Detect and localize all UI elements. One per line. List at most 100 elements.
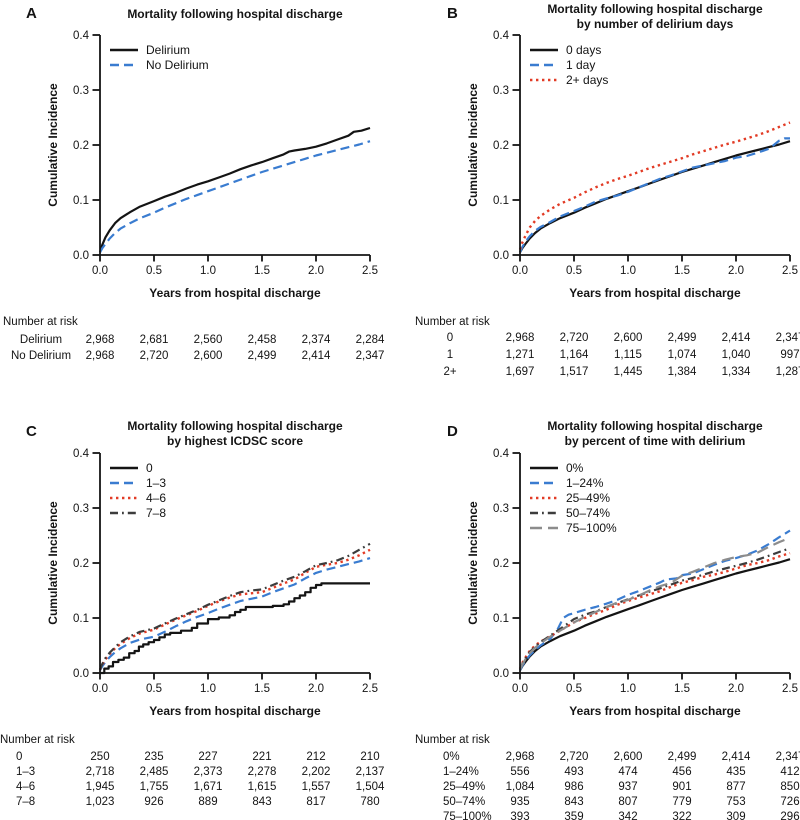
x-axis-title: Years from hospital discharge (149, 704, 321, 718)
risk-value-d-r1-c6: 2,347 (776, 751, 800, 763)
curve-d-25-49% (518, 551, 791, 670)
risk-row-label-d-4: 50–74% (443, 796, 485, 808)
legend-label-c-1: 0 (146, 461, 153, 475)
risk-value-a-r1-c2: 2,681 (140, 334, 169, 346)
risk-value-a-r1-c6: 2,284 (356, 334, 385, 346)
panel-d-title-line2: by percent of time with delirium (565, 434, 746, 448)
risk-table-header-b: Number at risk (415, 316, 490, 328)
risk-value-c-r1-c5: 212 (306, 751, 325, 763)
legend-label-c-2: 1–3 (146, 476, 166, 490)
risk-value-d-r4-c5: 753 (726, 796, 745, 808)
panel-a: A Mortality following hospital discharge 0… (3, 5, 385, 362)
risk-value-d-r3-c4: 901 (672, 781, 691, 793)
risk-value-c-r1-c6: 210 (360, 751, 379, 763)
y-tick-label: 0.0 (73, 250, 89, 262)
y-tick-label: 0.1 (73, 195, 89, 207)
y-tick-label: 0.4 (73, 448, 90, 460)
risk-row-label-c-4: 7–8 (16, 796, 35, 808)
legend-label-d-3: 25–49% (566, 491, 610, 505)
risk-value-c-r4-c6: 780 (360, 796, 379, 808)
y-tick-label: 0.0 (493, 668, 509, 680)
curve-c-1-3 (99, 557, 371, 671)
risk-value-b-r2-c2: 1,164 (560, 349, 589, 361)
panel-d-title-line1: Mortality following hospital discharge (547, 419, 763, 433)
risk-value-b-r3-c4: 1,384 (668, 366, 697, 378)
risk-value-a-r1-c5: 2,374 (302, 334, 331, 346)
risk-value-b-r2-c1: 1,271 (506, 349, 535, 361)
risk-value-d-r2-c6: 412 (780, 766, 799, 778)
risk-value-d-r1-c5: 2,414 (722, 751, 751, 763)
x-tick-label: 0.0 (92, 683, 108, 695)
panel-letter-d: D (447, 423, 458, 440)
x-tick-label: 2.0 (308, 265, 324, 277)
curve-b-0-days (519, 140, 791, 253)
risk-row-label-d-5: 75–100% (443, 811, 492, 820)
panel-letter-c: C (26, 423, 37, 440)
curve-d-75-100% (519, 536, 791, 670)
x-tick-label: 1.5 (254, 265, 270, 277)
risk-value-d-r4-c4: 779 (672, 796, 691, 808)
risk-value-b-r1-c2: 2,720 (560, 332, 589, 344)
risk-value-c-r2-c1: 2,718 (86, 766, 115, 778)
risk-value-c-r3-c2: 1,755 (140, 781, 169, 793)
panel-c-title-line1: Mortality following hospital discharge (127, 419, 343, 433)
risk-value-c-r4-c1: 1,023 (86, 796, 115, 808)
risk-value-d-r3-c3: 937 (618, 781, 637, 793)
x-tick-label: 2.5 (782, 265, 798, 277)
x-tick-label: 0.5 (566, 265, 582, 277)
risk-table-header-a: Number at risk (3, 316, 78, 328)
risk-row-label-b-1: 0 (447, 332, 453, 344)
risk-value-d-r5-c5: 309 (726, 811, 745, 820)
risk-value-d-r2-c4: 456 (672, 766, 691, 778)
legend-label-d-1: 0% (566, 461, 584, 475)
y-tick-label: 0.3 (493, 503, 509, 515)
risk-value-d-r1-c3: 2,600 (614, 751, 643, 763)
panel-d: D Mortality following hospital dischargeb… (415, 419, 800, 820)
risk-value-c-r3-c6: 1,504 (356, 781, 385, 793)
legend-label-d-4: 50–74% (566, 506, 610, 520)
risk-value-a-r2-c4: 2,499 (248, 350, 277, 362)
y-tick-label: 0.4 (493, 30, 510, 42)
panel-b: B Mortality following hospital dischargeb… (415, 2, 800, 378)
x-tick-label: 1.5 (674, 683, 690, 695)
risk-value-b-r2-c5: 1,040 (722, 349, 751, 361)
x-tick-label: 2.0 (308, 683, 324, 695)
y-tick-label: 0.1 (493, 613, 509, 625)
risk-value-d-r2-c2: 493 (564, 766, 583, 778)
y-tick-label: 0.2 (493, 558, 509, 570)
x-tick-label: 0.0 (92, 265, 108, 277)
risk-value-b-r3-c2: 1,517 (560, 366, 589, 378)
risk-value-c-r1-c1: 250 (90, 751, 109, 763)
x-tick-label: 0.5 (146, 265, 162, 277)
curve-a-delirium (98, 126, 371, 253)
x-tick-label: 2.5 (782, 683, 798, 695)
panel-a-title-line1: Mortality following hospital discharge (127, 7, 343, 21)
legend-label-c-4: 7–8 (146, 506, 166, 520)
risk-value-a-r1-c3: 2,560 (194, 334, 223, 346)
x-tick-label: 0.0 (512, 683, 528, 695)
risk-value-c-r2-c5: 2,202 (302, 766, 331, 778)
y-tick-label: 0.4 (493, 448, 510, 460)
risk-value-d-r4-c1: 935 (510, 796, 529, 808)
risk-row-label-b-2: 1 (447, 349, 453, 361)
risk-value-d-r5-c4: 322 (672, 811, 691, 820)
risk-table-header-d: Number at risk (415, 734, 490, 746)
risk-value-c-r4-c3: 889 (198, 796, 217, 808)
y-tick-label: 0.0 (73, 668, 89, 680)
risk-table-header-c: Number at risk (0, 734, 75, 746)
risk-value-b-r3-c1: 1,697 (506, 366, 535, 378)
y-tick-label: 0.2 (73, 140, 89, 152)
risk-value-d-r1-c1: 2,968 (506, 751, 535, 763)
risk-value-a-r2-c1: 2,968 (86, 350, 115, 362)
risk-value-c-r3-c5: 1,557 (302, 781, 331, 793)
risk-value-b-r1-c4: 2,499 (668, 332, 697, 344)
risk-value-d-r4-c6: 726 (780, 796, 799, 808)
risk-value-d-r4-c3: 807 (618, 796, 637, 808)
risk-value-a-r2-c6: 2,347 (356, 350, 385, 362)
x-tick-label: 1.5 (674, 265, 690, 277)
panel-b-title-line2: by number of delirium days (577, 17, 734, 31)
risk-value-b-r1-c1: 2,968 (506, 332, 535, 344)
x-axis-title: Years from hospital discharge (569, 704, 741, 718)
legend-label-a-1: Delirium (146, 43, 190, 57)
y-tick-label: 0.0 (493, 250, 509, 262)
